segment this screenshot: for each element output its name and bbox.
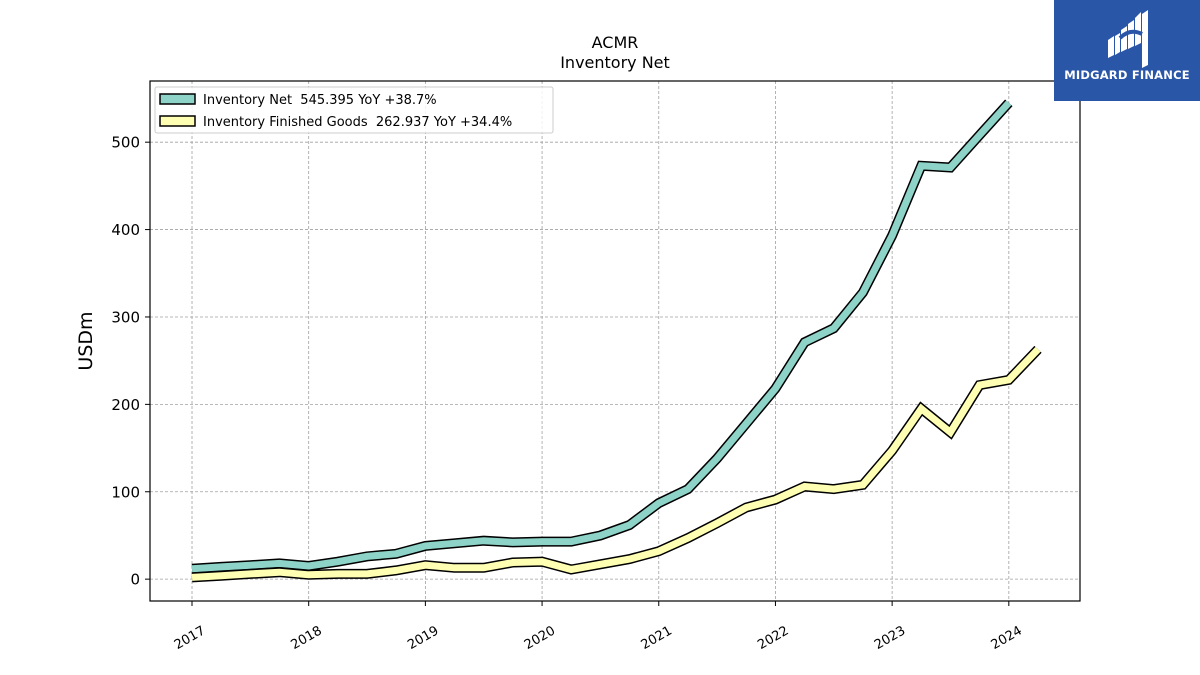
y-axis-label: USDm (75, 311, 97, 370)
legend-label-inventory-finished-goods: Inventory Finished Goods 262.937 YoY +34… (203, 115, 512, 130)
y-tick-label: 400 (111, 221, 140, 239)
chart-title: ACMR (592, 33, 639, 52)
y-tick-label: 100 (111, 483, 140, 501)
y-axis: 0 100 200 300 400 500 (111, 134, 150, 589)
legend-frame (154, 86, 554, 134)
x-tick-label: 2019 (405, 623, 441, 653)
plot-frame (149, 80, 1081, 602)
y-tick-label: 0 (130, 571, 140, 589)
series-line-inventory-net (191, 100, 1012, 573)
series-outline-inventory-net (191, 99, 1013, 574)
x-axis: 2017 2018 2019 2020 2021 2022 2023 2024 (172, 601, 1025, 653)
x-tick-label: 2018 (289, 623, 325, 653)
y-tick-label: 300 (111, 308, 140, 326)
y-tick-label: 200 (111, 396, 140, 414)
series-line-inventory-finished-goods (191, 346, 1041, 581)
x-tick-label: 2024 (989, 623, 1025, 653)
y-tick-label: 500 (111, 134, 140, 152)
x-tick-label: 2020 (522, 623, 558, 653)
legend: Inventory Net 545.395 YoY +38.7% Invento… (154, 86, 554, 134)
legend-label-inventory-net: Inventory Net 545.395 YoY +38.7% (203, 93, 437, 108)
x-tick-label: 2022 (755, 623, 791, 653)
midgard-logo-icon (1108, 10, 1148, 68)
legend-swatch-inventory-finished-goods (159, 115, 196, 127)
brand-name: MIDGARD FINANCE (1064, 68, 1190, 82)
grid (150, 81, 1080, 601)
brand-logo: MIDGARD FINANCE (1054, 0, 1200, 101)
legend-swatch-inventory-net (159, 93, 196, 105)
chart-subtitle: Inventory Net (560, 53, 670, 72)
x-tick-label: 2021 (639, 623, 675, 653)
x-tick-label: 2017 (172, 623, 208, 653)
series-lines (191, 99, 1042, 583)
series-outline-inventory-finished-goods (191, 345, 1042, 583)
x-tick-label: 2023 (872, 623, 908, 653)
